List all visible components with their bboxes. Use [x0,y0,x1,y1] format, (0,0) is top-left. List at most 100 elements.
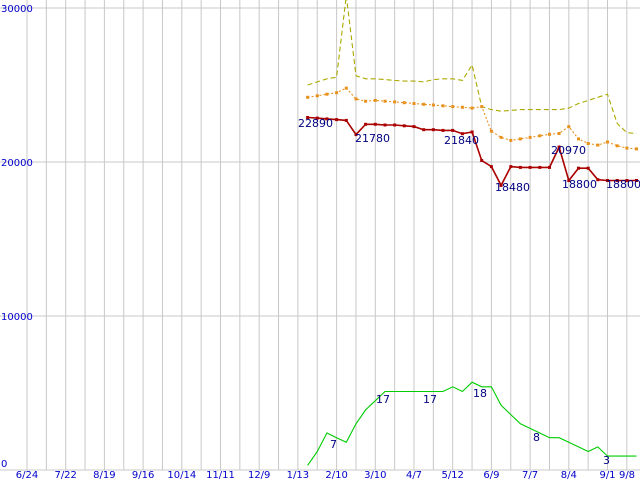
x-axis-label: 8/19 [93,470,115,480]
average-price-marker [344,86,348,90]
average-price-marker [412,102,416,105]
average-price-marker [480,105,484,109]
average-price-marker [451,105,455,109]
low-price-marker [480,159,484,162]
average-price-marker [567,125,571,129]
low-price-marker [499,183,503,187]
x-axis-label: 12/9 [248,470,270,480]
low-price-marker [451,128,455,132]
data-label: 21840 [444,134,479,147]
low-price-marker [315,116,319,120]
data-label: 18 [473,387,487,400]
low-price-marker [383,123,387,127]
low-price-marker [393,123,397,127]
low-price-marker [538,165,542,169]
average-price-marker [354,97,358,101]
low-price-marker [306,116,310,119]
x-axis-end-label: 9/8 [619,470,635,480]
x-axis-label: 10/14 [167,470,196,480]
low-price-marker [489,165,493,169]
low-price-marker [509,165,513,169]
average-price-marker [518,137,522,141]
low-price-marker [586,166,590,170]
average-price-marker [402,101,406,105]
low-price-marker [635,179,638,182]
low-price-marker [364,122,368,126]
low-price-marker [518,165,522,169]
average-price-marker [557,132,561,135]
average-price-marker [335,91,339,95]
average-price-marker [364,99,368,103]
average-price-marker [441,104,445,108]
data-label: 3 [603,454,610,467]
data-label: 17 [423,393,437,406]
x-axis-label: 2/10 [325,470,347,480]
low-price-marker [402,124,406,128]
y-axis-label: 0 [1,459,7,470]
low-price-marker [615,179,619,182]
low-price-marker [344,118,348,122]
data-label: 18480 [495,181,530,194]
average-price-marker [460,105,464,109]
x-axis-label: 6/24 [16,470,38,480]
average-price-marker [577,137,580,141]
average-price-marker [393,100,397,104]
x-axis-label: 9/16 [132,470,154,480]
x-axis-label: 7/7 [522,470,538,480]
average-price-marker [635,147,638,151]
low-price-marker [460,132,464,136]
average-price-marker [615,144,619,148]
y-axis-label: 20000 [1,158,33,169]
x-axis-label: 9/1 [599,470,615,480]
average-price-marker [528,135,532,139]
x-axis-label: 3/10 [364,470,386,480]
average-price-marker [499,135,503,139]
low-price-marker [441,128,445,132]
low-price-marker [577,166,580,170]
low-price-marker [625,179,629,182]
data-label: 21780 [355,132,390,145]
average-price-marker [306,95,310,99]
data-label: 22890 [298,117,333,130]
item-count-line [307,381,637,466]
low-price-marker [354,133,358,137]
data-label: 18800 [562,178,597,191]
x-axis-label: 7/22 [54,470,76,480]
x-axis-label: 11/11 [206,470,235,480]
low-price-marker [431,128,435,132]
average-price-marker [489,129,493,133]
average-price-marker [625,146,629,150]
data-label: 7 [330,438,337,451]
average-price-marker [509,138,513,142]
y-axis-label: 10000 [1,312,33,323]
low-price-marker [548,165,551,169]
low-price-marker [606,179,609,182]
average-price-marker [373,98,377,102]
average-price-line [307,87,637,150]
low-price-marker [470,130,474,134]
average-price-marker [383,99,387,103]
average-price-marker [325,92,329,96]
average-price-marker [548,132,551,136]
y-axis-label: 30000 [1,4,33,15]
average-price-marker [538,134,542,138]
low-price-marker [567,179,571,182]
low-price-marker [557,145,561,149]
low-price-marker [422,128,426,132]
x-axis-label: 4/7 [406,470,422,480]
low-price-marker [335,118,339,122]
low-price-marker [373,122,377,126]
x-axis-label: 8/4 [561,470,577,480]
low-price-marker [412,125,416,129]
data-label: 17 [376,393,390,406]
low-price-marker [528,165,532,169]
low-price-marker [325,117,329,121]
average-price-marker [470,106,474,110]
average-price-marker [596,143,600,147]
data-label: 18800 [606,178,640,191]
data-label: 8 [533,431,540,444]
average-price-marker [431,103,435,107]
x-axis-label: 6/9 [483,470,499,480]
